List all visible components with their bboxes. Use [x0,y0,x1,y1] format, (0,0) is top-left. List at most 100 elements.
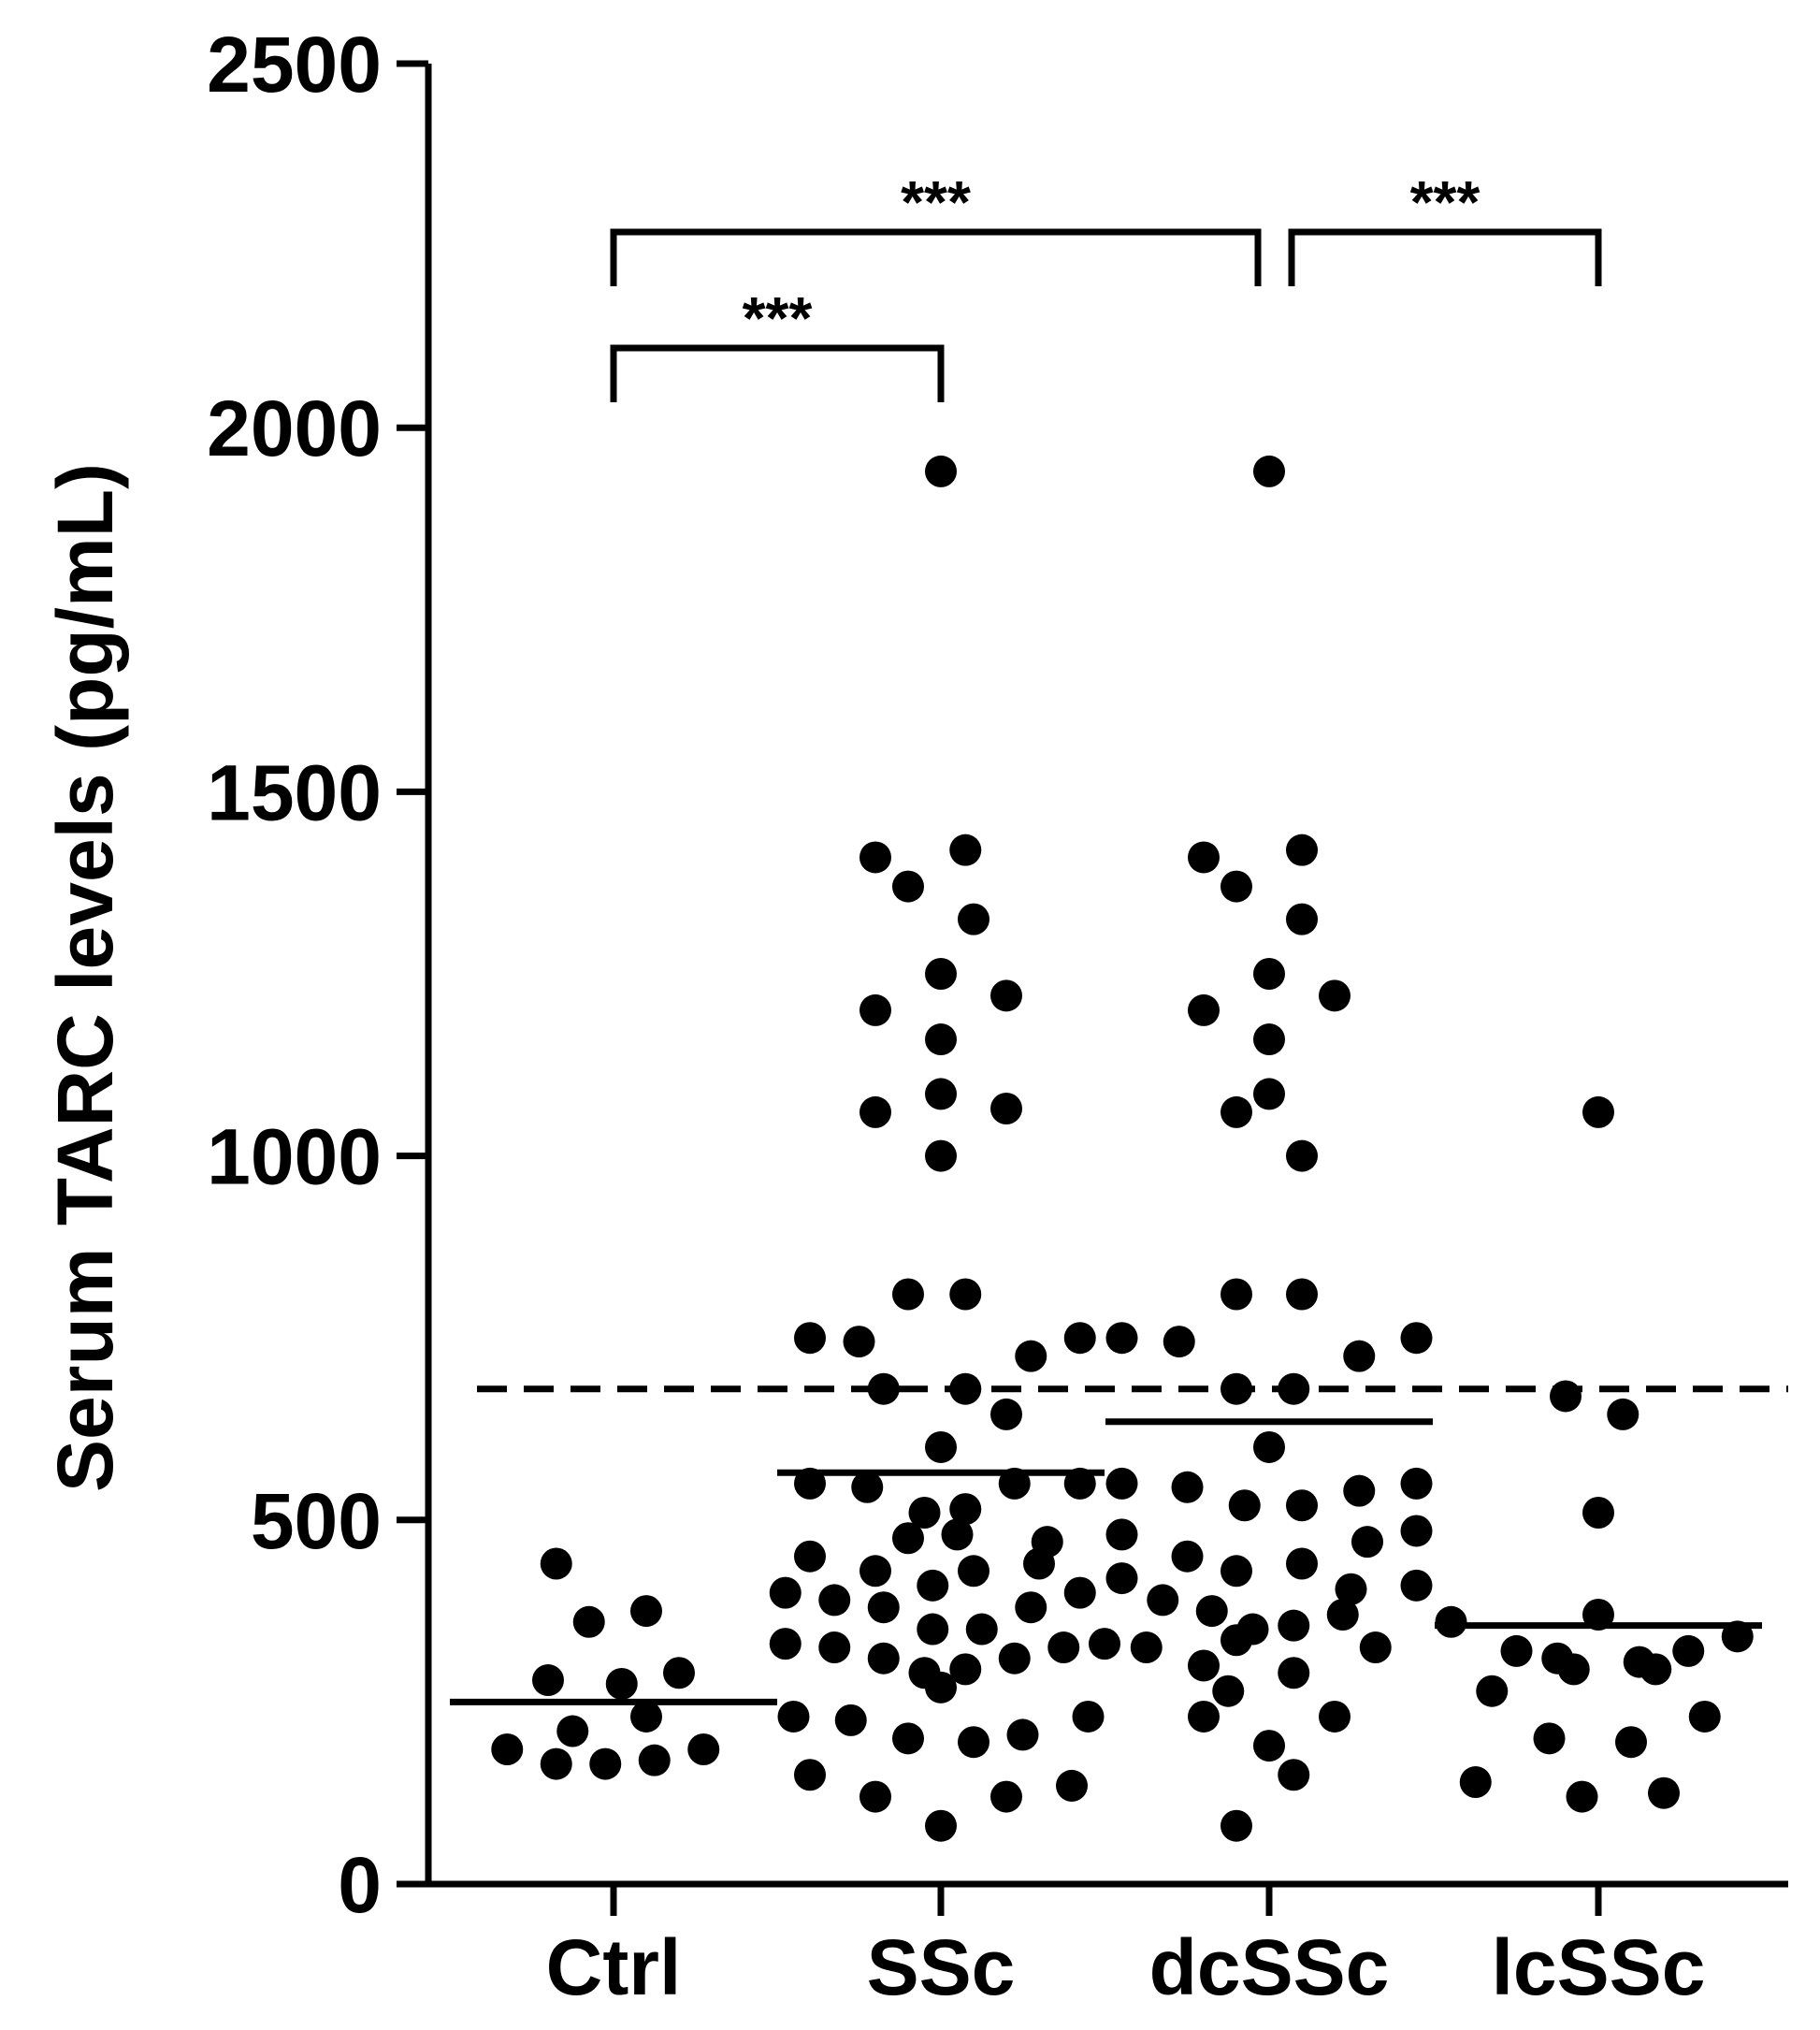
data-point [1015,1340,1047,1372]
data-point [908,1497,941,1530]
data-point [1188,993,1220,1026]
data-point [925,958,957,990]
data-point [1400,1515,1433,1547]
data-point [859,1095,891,1128]
data-point [1557,1653,1590,1686]
data-point [1286,903,1318,935]
data-point [1105,1518,1138,1551]
data-point [892,1522,924,1555]
data-point [1056,1769,1088,1802]
data-point [1089,1628,1120,1660]
data-point [1195,1595,1228,1628]
data-point [958,903,989,935]
data-point [867,1372,900,1405]
data-point [958,1555,989,1588]
data-point [1476,1675,1509,1707]
data-point [777,1700,810,1733]
significance-label: *** [743,284,813,352]
data-point [1550,1380,1582,1413]
significance-label: *** [1410,168,1481,236]
data-point [925,1809,957,1842]
data-point [859,993,891,1026]
data-point [965,1613,998,1646]
data-point [1278,1609,1310,1642]
data-point [1335,1573,1367,1605]
data-point [1221,870,1252,903]
data-point [1400,1322,1433,1355]
data-point [1319,1700,1351,1733]
data-point [1105,1467,1138,1500]
data-point [1072,1700,1105,1733]
data-point [1130,1631,1163,1664]
data-point [917,1569,949,1602]
data-point [687,1733,720,1765]
data-point [1253,958,1285,990]
data-point [1147,1584,1179,1617]
data-point [949,1493,982,1526]
data-point [663,1657,695,1689]
data-point [794,1540,826,1573]
data-point [949,1278,982,1311]
data-point [949,1372,982,1405]
data-point [1221,1809,1252,1842]
data-point [867,1591,900,1624]
data-point [794,1759,826,1791]
data-point [1188,1700,1220,1733]
data-point [1278,1372,1310,1405]
data-point [491,1733,524,1765]
data-point [1326,1598,1359,1631]
x-tick-label: SSc [867,1923,1016,2011]
data-point [794,1322,826,1355]
data-point [540,1547,572,1580]
data-point [1063,1322,1096,1355]
data-point [769,1576,802,1609]
significance-bracket [610,228,1262,286]
data-point [859,1780,891,1813]
data-point [1253,1023,1285,1056]
data-point [818,1631,851,1664]
data-point [1015,1591,1047,1624]
x-tick-label: dcSSc [1149,1923,1390,2011]
data-point [925,455,957,487]
data-point [1566,1780,1598,1813]
data-point [769,1628,802,1660]
data-point [1286,1547,1318,1580]
y-tick-label: 1000 [207,1113,382,1201]
data-point [958,1726,989,1759]
data-point [1047,1631,1080,1664]
data-point [1023,1547,1055,1580]
data-point [1228,1489,1261,1522]
data-point [1221,1372,1252,1405]
data-point [1648,1776,1680,1809]
data-point [1171,1471,1204,1503]
data-point [1163,1326,1195,1358]
data-point [556,1715,589,1747]
data-point [638,1744,671,1776]
data-point [1400,1569,1433,1602]
data-point [540,1747,572,1780]
data-point [1286,834,1318,866]
data-point [1343,1340,1376,1372]
data-point [892,1278,924,1311]
data-point [1105,1322,1138,1355]
data-point [1500,1634,1533,1667]
data-point [1533,1722,1566,1755]
data-point [917,1613,949,1646]
data-point [1688,1700,1721,1733]
data-point [1615,1726,1647,1759]
data-point [1105,1562,1138,1595]
data-point [1221,1555,1252,1588]
data-point [1582,1095,1614,1128]
data-point [949,1653,982,1686]
data-points [491,455,1754,1842]
data-point [990,1780,1022,1813]
data-point [1253,455,1285,487]
data-point [859,841,891,874]
data-point [925,1023,957,1056]
significance-label: *** [901,168,971,236]
y-tick-label: 1500 [207,748,382,836]
data-point [1435,1605,1467,1638]
data-point [605,1667,638,1700]
data-point [1253,1730,1285,1762]
data-point [834,1704,867,1736]
